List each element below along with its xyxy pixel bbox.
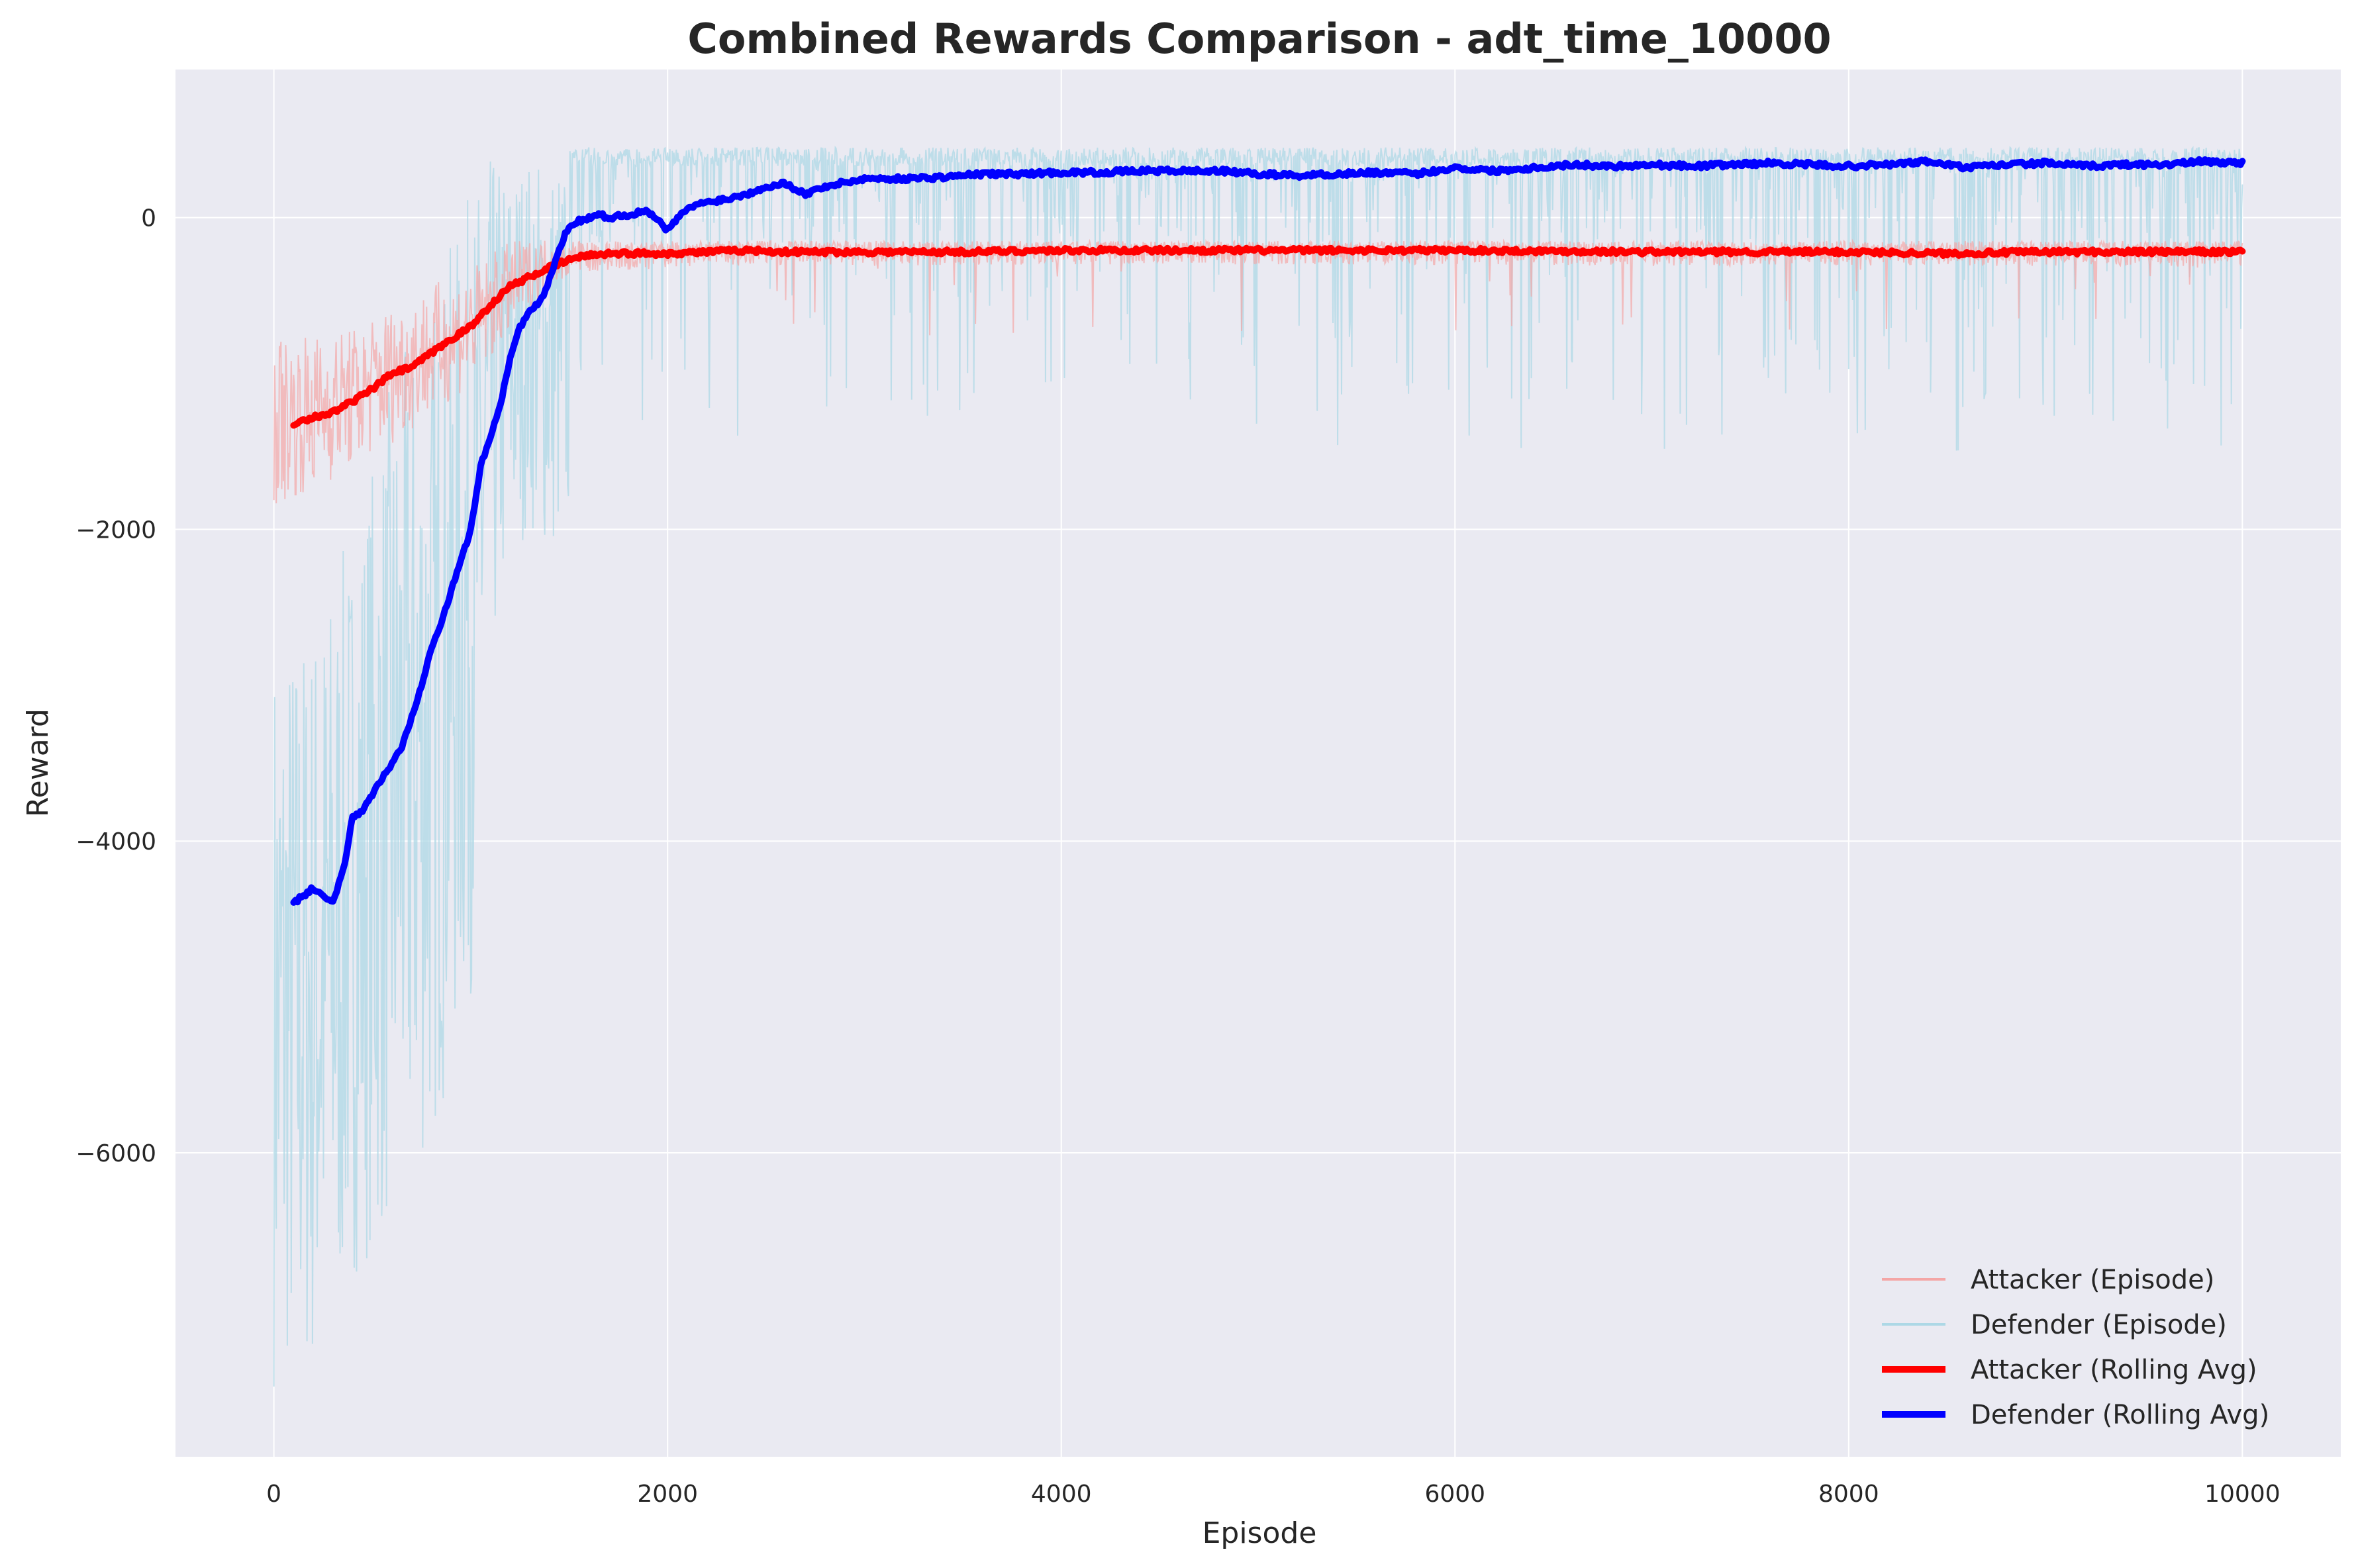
y-tick-label: −6000 — [75, 1140, 156, 1167]
y-axis-label: Reward — [21, 709, 55, 817]
x-tick-label: 6000 — [1424, 1481, 1485, 1508]
x-tick-label: 10000 — [2204, 1481, 2281, 1508]
rolling-series — [290, 156, 2246, 906]
tick-labels: 0 2000 4000 6000 8000 10000 −6000 −4000 −2000 0 — [75, 205, 2280, 1508]
defender-episode-line — [273, 145, 2243, 1387]
chart-title: Combined Rewards Comparison - adt_time_1… — [687, 15, 1831, 63]
attacker-rolling-line — [290, 244, 2246, 429]
y-tick-label: −2000 — [75, 516, 156, 544]
legend-label-defender-episode: Defender (Episode) — [1971, 1310, 2227, 1340]
defender-rolling-line — [290, 156, 2246, 906]
legend-label-attacker-rolling: Attacker (Rolling Avg) — [1971, 1355, 2257, 1385]
x-tick-label: 8000 — [1818, 1481, 1879, 1508]
x-tick-label: 4000 — [1031, 1481, 1092, 1508]
y-tick-label: 0 — [141, 205, 156, 232]
chart-legend: Attacker (Episode) Defender (Episode) At… — [1882, 1265, 2269, 1430]
y-tick-label: −4000 — [75, 828, 156, 856]
legend-label-defender-rolling: Defender (Rolling Avg) — [1971, 1400, 2269, 1430]
legend-label-attacker-episode: Attacker (Episode) — [1971, 1265, 2214, 1295]
x-axis-label: Episode — [1203, 1516, 1317, 1550]
x-tick-label: 2000 — [637, 1481, 698, 1508]
x-tick-label: 0 — [266, 1481, 281, 1508]
